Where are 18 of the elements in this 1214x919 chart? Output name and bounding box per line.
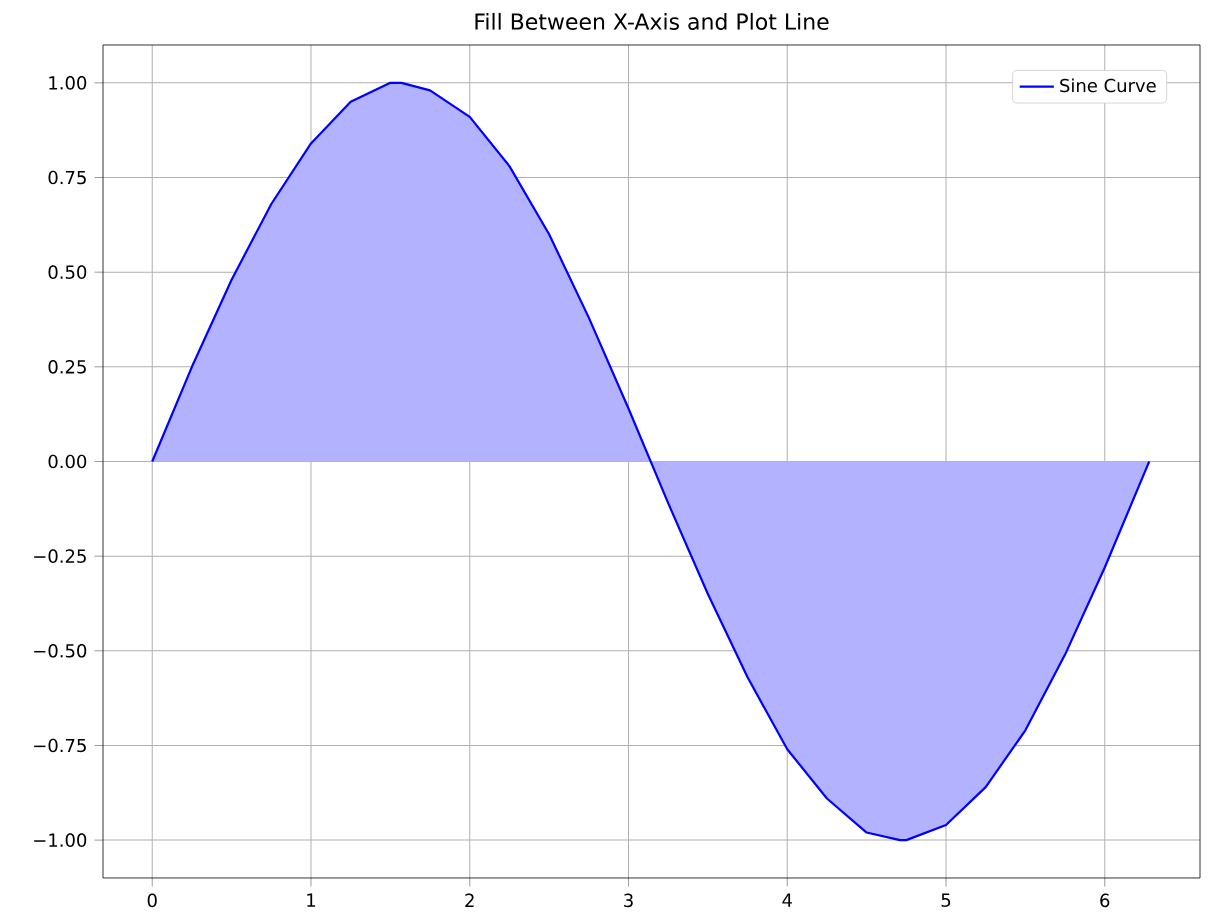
y-tick-label: −0.75 — [34, 738, 86, 753]
y-tick-label: −1.00 — [34, 833, 87, 847]
y-tick-label: −0.50 — [34, 643, 87, 658]
y-tick-label: 0.25 — [48, 360, 86, 374]
x-tick-label: 1 — [307, 893, 316, 907]
legend-label: Sine Curve — [1060, 78, 1156, 93]
y-tick-label: −0.25 — [34, 549, 86, 563]
y-tick-label: 1.00 — [49, 76, 87, 90]
x-tick-label: 6 — [1100, 893, 1110, 908]
x-tick-label: 0 — [147, 893, 157, 908]
chart-title: Fill Between X-Axis and Plot Line — [475, 12, 829, 30]
x-tick-label: 2 — [465, 893, 474, 907]
x-tick-label: 5 — [941, 893, 951, 907]
y-tick-label: 0.00 — [48, 454, 87, 469]
x-tick-label: 3 — [624, 893, 633, 908]
x-tick-label: 4 — [782, 893, 792, 907]
y-tick-label: 0.50 — [48, 265, 87, 279]
y-tick-label: 0.75 — [48, 170, 86, 185]
